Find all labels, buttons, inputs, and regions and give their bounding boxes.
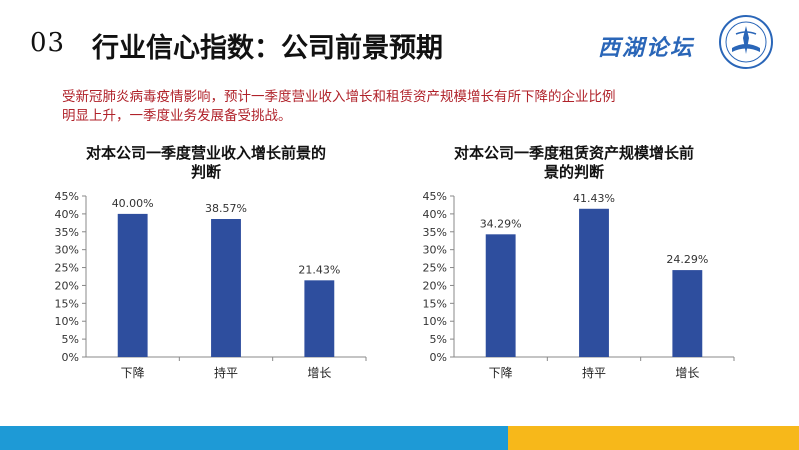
y-tick-label: 35%: [423, 226, 447, 239]
y-tick-label: 15%: [55, 297, 79, 310]
intro-line-1: 受新冠肺炎病毒疫情影响，预计一季度营业收入增长和租赁资产规模增长有所下降的企业比…: [62, 89, 616, 105]
chart-title-line-1: 对本公司一季度营业收入增长前景的: [85, 144, 326, 162]
bar-2: [579, 208, 609, 357]
y-tick-label: 45%: [55, 190, 79, 203]
y-tick-label: 40%: [423, 208, 447, 221]
bar-data-label: 38.57%: [205, 202, 247, 215]
bar-3: [304, 280, 335, 357]
y-tick-label: 25%: [55, 262, 79, 275]
x-tick-label: 增长: [307, 366, 331, 380]
y-tick-label: 10%: [423, 315, 447, 328]
bar-3: [672, 270, 703, 357]
bar-1: [117, 213, 148, 357]
page-title: 行业信心指数：公司前景预期: [92, 33, 443, 64]
y-tick-label: 45%: [423, 190, 447, 203]
bar-data-label: 40.00%: [112, 197, 154, 210]
y-tick-label: 35%: [55, 226, 79, 239]
y-tick-label: 20%: [423, 279, 447, 292]
bar-data-label: 21.43%: [298, 263, 340, 276]
y-tick-label: 30%: [423, 244, 447, 257]
y-tick-label: 5%: [62, 333, 79, 346]
chart-title: 对本公司一季度营业收入增长前景的 判断: [36, 144, 376, 182]
x-tick-label: 增长: [675, 366, 699, 380]
bar-2: [211, 219, 241, 357]
footer-bar-blue: [0, 426, 508, 450]
chart-title-line-1: 对本公司一季度租赁资产规模增长前: [453, 144, 694, 162]
y-tick-label: 5%: [430, 333, 447, 346]
chart-title: 对本公司一季度租赁资产规模增长前 景的判断: [404, 144, 744, 182]
y-tick-label: 30%: [55, 244, 79, 257]
chart-title-line-2: 景的判断: [543, 163, 604, 181]
x-tick-label: 持平: [214, 365, 238, 380]
x-tick-label: 下降: [121, 366, 145, 380]
bar-data-label: 34.29%: [480, 217, 522, 230]
y-tick-label: 10%: [55, 315, 79, 328]
y-tick-label: 40%: [55, 208, 79, 221]
y-tick-label: 15%: [423, 297, 447, 310]
bar-data-label: 41.43%: [573, 192, 615, 205]
intro-text: 受新冠肺炎病毒疫情影响，预计一季度营业收入增长和租赁资产规模增长有所下降的企业比…: [62, 88, 702, 126]
intro-line-2: 明显上升，一季度业务发展备受挑战。: [62, 108, 292, 124]
logo-seal-icon: [719, 15, 773, 69]
chart-leasing-assets-outlook: 对本公司一季度租赁资产规模增长前 景的判断 0% 5% 10% 15% 20% 25% 30…: [404, 144, 744, 394]
chart-title-line-2: 判断: [190, 163, 221, 181]
y-tick-label: 25%: [423, 262, 447, 275]
logo-text: 西湖论坛: [598, 35, 695, 61]
chart-revenue-outlook-plot: 0% 5% 10% 15% 20% 25% 30% 35% 40% 45% 40.00% 下降 38.5…: [55, 190, 367, 380]
section-number: 03: [30, 28, 66, 58]
x-tick-label: 持平: [582, 365, 606, 380]
footer-bar-yellow: [508, 426, 799, 450]
y-tick-label: 20%: [55, 279, 79, 292]
chart-leasing-assets-outlook-plot: 0% 5% 10% 15% 20% 25% 30% 35% 40% 45% 34.29% 下降 41.4…: [423, 190, 735, 380]
bar-1: [485, 234, 516, 357]
y-tick-label: 0%: [62, 351, 79, 364]
bar-data-label: 24.29%: [666, 253, 708, 266]
chart-revenue-outlook: 对本公司一季度营业收入增长前景的 判断 0% 5% 10% 15% 20% 25% 30% 3…: [36, 144, 376, 394]
x-tick-label: 下降: [489, 366, 513, 380]
y-tick-label: 0%: [430, 351, 447, 364]
